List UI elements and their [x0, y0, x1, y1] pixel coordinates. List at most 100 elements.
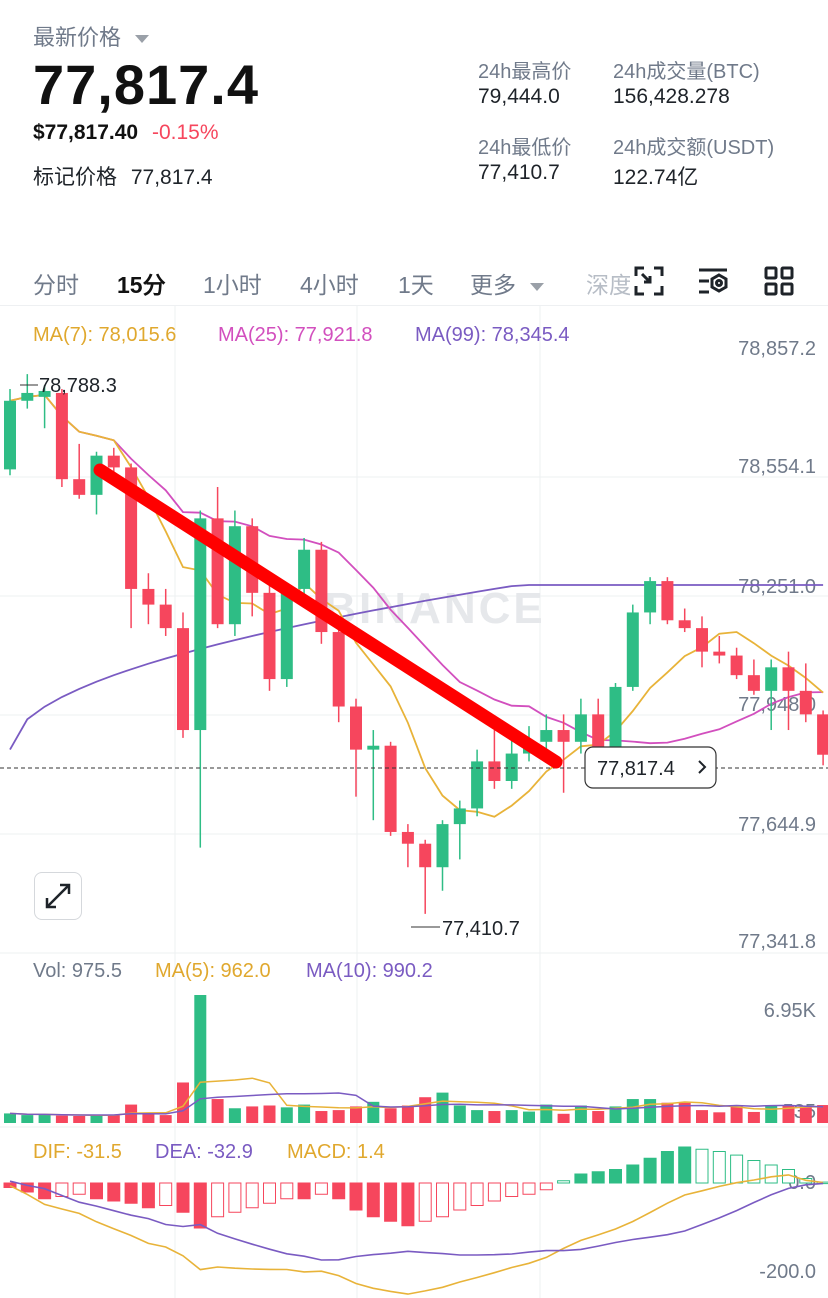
- candle-body: [177, 628, 189, 731]
- tab-4h[interactable]: 4小时: [300, 272, 359, 298]
- candle-body: [471, 761, 484, 809]
- candle-body: [107, 455, 120, 468]
- volume-bar: [644, 1099, 657, 1123]
- candle-body: [436, 824, 449, 868]
- candle-body: [747, 675, 760, 691]
- tab-timeline[interactable]: 分时: [33, 272, 79, 298]
- price-tick: 78,857.2: [738, 338, 816, 360]
- volume-bar: [678, 1102, 691, 1123]
- volume-bar: [228, 1108, 241, 1123]
- volume-bar: [747, 1111, 760, 1123]
- macd-bar: [730, 1154, 744, 1184]
- current-price-tag[interactable]: 77,817.4: [584, 746, 717, 789]
- volume-bar: [609, 1106, 622, 1123]
- macd-bar: [193, 1182, 207, 1229]
- low-24h-label: 24h最低价: [478, 137, 572, 159]
- macd-bar: [3, 1182, 17, 1188]
- volume-bar: [401, 1105, 414, 1123]
- candle-body: [21, 392, 34, 401]
- ma25-line: [9, 393, 824, 745]
- vol-btc-value: 156,428.278: [613, 85, 730, 108]
- dif-legend: DIF: -31.5: [33, 1141, 122, 1163]
- dea-legend: DEA: -32.9: [155, 1141, 253, 1163]
- volume-bar: [38, 1114, 51, 1123]
- tab-depth[interactable]: 深度: [586, 272, 630, 298]
- candle-body: [644, 581, 657, 613]
- chevron-right-icon: [698, 760, 707, 774]
- high-24h-label: 24h最高价: [478, 61, 572, 83]
- tab-15m[interactable]: 15分: [117, 272, 166, 298]
- expand-chart-button[interactable]: [34, 872, 82, 920]
- macd-bar: [349, 1182, 363, 1211]
- expand-icon: [45, 883, 71, 909]
- candle-body: [540, 730, 553, 742]
- change-percent: -0.15%: [151, 121, 219, 144]
- macd-bar: [626, 1164, 640, 1184]
- volume-bar: [505, 1110, 518, 1123]
- macd-bar: [314, 1182, 328, 1195]
- tab-1d[interactable]: 1天: [398, 272, 434, 298]
- volume-bar: [90, 1115, 103, 1123]
- macd-bar: [609, 1169, 622, 1184]
- macd-bar: [591, 1171, 605, 1184]
- macd-bar: [522, 1182, 536, 1195]
- candle-body: [488, 761, 501, 781]
- ma99-legend: MA(99): 78,345.4: [415, 324, 570, 346]
- mark-price-label: 标记价格: [33, 166, 117, 189]
- candle-body: [696, 628, 708, 652]
- price-tick: 77,644.9: [738, 814, 816, 836]
- candle-body: [4, 400, 16, 470]
- candle-body: [211, 518, 224, 625]
- volume-bars: [4, 995, 828, 1123]
- volume-bar: [436, 1092, 449, 1123]
- candle-body: [609, 686, 622, 750]
- macd-bar: [20, 1182, 34, 1193]
- volume-bar: [488, 1111, 501, 1123]
- macd-histogram: [3, 1146, 828, 1229]
- ma99-line: [9, 584, 824, 751]
- macd-bar: [176, 1182, 190, 1213]
- macd-bar: [297, 1182, 311, 1200]
- vol-btc-label: 24h成交量(BTC): [613, 61, 760, 83]
- macd-bar: [263, 1182, 276, 1204]
- volume-bar: [471, 1110, 484, 1123]
- vol-ma10-path: [9, 1092, 824, 1116]
- volume-bar: [799, 1106, 812, 1123]
- macd-bar: [643, 1157, 657, 1184]
- candle-body: [159, 604, 172, 629]
- tab-more[interactable]: 更多: [470, 266, 545, 300]
- volume-bar: [107, 1115, 120, 1123]
- kline-chart[interactable]: BINANCE MA(7): 78,015.6 MA(25): 77,921.8…: [0, 305, 828, 1298]
- volume-bar: [21, 1115, 34, 1123]
- volume-bar: [263, 1105, 276, 1123]
- macd-bar: [72, 1182, 86, 1195]
- volume-bar: [73, 1116, 86, 1123]
- layout-grid-icon[interactable]: [762, 264, 796, 298]
- macd-bar: [747, 1160, 761, 1184]
- macd-bar: [557, 1180, 571, 1184]
- indicator-settings-icon[interactable]: [696, 264, 730, 298]
- vol-usdt-value: 122.74亿: [613, 166, 699, 189]
- candle-body: [350, 706, 362, 750]
- ma99-path: [9, 584, 824, 751]
- macd-bar: [384, 1182, 398, 1222]
- price-header-label[interactable]: 最新价格: [33, 20, 150, 52]
- volume-bar: [626, 1099, 639, 1123]
- tab-1h[interactable]: 1小时: [203, 272, 262, 298]
- fullscreen-icon[interactable]: [632, 264, 666, 298]
- ma7-legend: MA(7): 78,015.6: [33, 324, 176, 346]
- volume-bar: [592, 1111, 605, 1123]
- macd-bar: [124, 1182, 138, 1204]
- macd-lines: [9, 1174, 824, 1295]
- volume-bar: [453, 1105, 466, 1123]
- candle-body: [142, 588, 155, 605]
- volume-bar: [350, 1106, 362, 1123]
- candle-body: [419, 843, 432, 868]
- candle-body: [574, 714, 587, 742]
- candle-body: [505, 753, 518, 781]
- mark-price-value: 77,817.4: [130, 166, 213, 189]
- macd-bar: [245, 1182, 259, 1209]
- candle-body: [626, 612, 639, 687]
- current-price-tag-label: 77,817.4: [597, 758, 675, 780]
- volume-bar: [661, 1102, 674, 1123]
